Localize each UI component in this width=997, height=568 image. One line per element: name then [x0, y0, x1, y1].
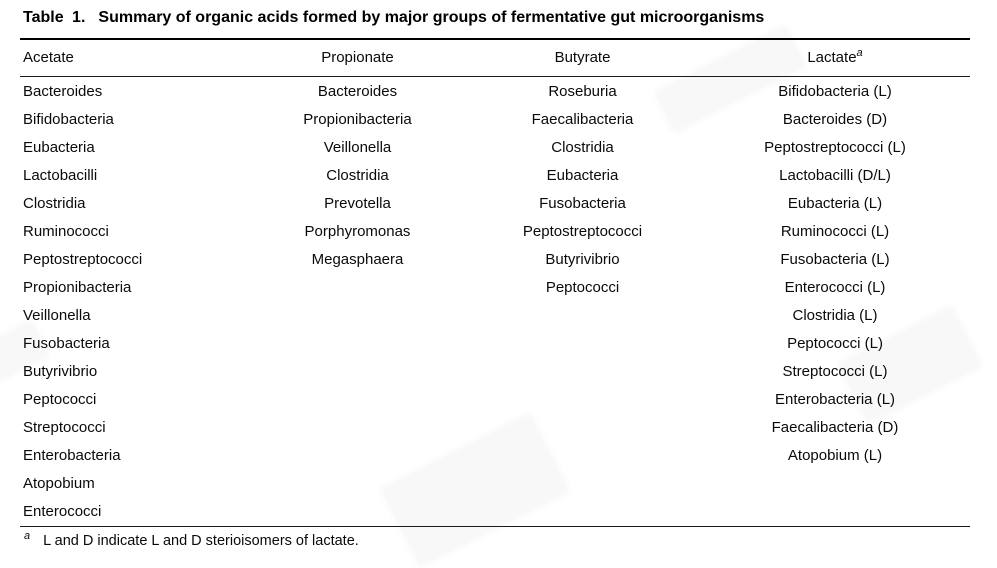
table-row: Veillonella Clostridia (L) [20, 301, 970, 329]
cell-propionate-3: Clostridia [326, 166, 389, 184]
column-header-butyrate: Butyrate [465, 49, 700, 66]
cell-propionate-6: Megasphaera [311, 250, 404, 268]
cell-acetate-7: Propionibacteria [23, 278, 132, 296]
cell-propionate-5: Porphyromonas [304, 222, 411, 240]
cell-acetate-1: Bifidobacteria [23, 110, 114, 128]
table-row: Lactobacilli Clostridia Eubacteria Lactobac… [20, 161, 970, 189]
cell-lactate-9: Peptococci (L) [787, 334, 883, 352]
cell-acetate-3: Lactobacilli [23, 166, 98, 184]
cell-acetate-6: Peptostreptococci [23, 250, 143, 268]
column-header-propionate-label: Propionate [321, 49, 394, 66]
column-header-acetate: Acetate [20, 49, 250, 66]
header-rule [20, 76, 970, 78]
cell-lactate-7: Enterococci (L) [784, 278, 886, 296]
cell-lactate-6: Fusobacteria (L) [780, 250, 890, 268]
cell-lactate-12: Faecalibacteria (D) [771, 418, 899, 436]
cell-butyrate-3: Eubacteria [546, 166, 619, 184]
cell-acetate-15: Enterococci [23, 502, 102, 520]
cell-acetate-13: Enterobacteria [23, 446, 121, 464]
cell-acetate-12: Streptococci [23, 418, 106, 436]
table-row: Bifidobacteria Propionibacteria Faecalibac… [20, 105, 970, 133]
table-row: Fusobacteria Peptococci (L) [20, 329, 970, 357]
cell-lactate-13: Atopobium (L) [787, 446, 883, 464]
table-row: Peptostreptococci Megasphaera Butyrivibrio… [20, 245, 970, 273]
top-rule [20, 38, 970, 41]
table-row: Clostridia Prevotella Fusobacteria Eubacter… [20, 189, 970, 217]
cell-acetate-8: Veillonella [23, 306, 91, 324]
table-row: Ruminococci Porphyromonas Peptostreptococc… [20, 217, 970, 245]
cell-acetate-14: Atopobium [23, 474, 95, 492]
cell-acetate-0: Bacteroides [23, 82, 103, 100]
cell-lactate-10: Streptococci (L) [782, 362, 888, 380]
table-row: Bacteroides Bacteroides Roseburia Bifidobac… [20, 77, 970, 105]
table-body: Bacteroides Bacteroides Roseburia Bifidobac… [20, 77, 970, 525]
cell-lactate-2: Peptostreptococci (L) [764, 138, 906, 156]
cell-lactate-3: Lactobacilli (D/L) [779, 166, 891, 184]
cell-acetate-2: Eubacteria [23, 138, 95, 156]
table-row: Butyrivibrio Streptococci (L) [20, 357, 970, 385]
column-header-propionate: Propionate [250, 49, 465, 66]
table-row: Eubacteria Veillonella Clostridia Peptostre… [20, 133, 970, 161]
bottom-rule [20, 526, 970, 528]
cell-butyrate-4: Fusobacteria [539, 194, 626, 212]
cell-propionate-0: Bacteroides [317, 82, 398, 100]
table-caption: Summary of organic acids formed by major… [98, 9, 765, 26]
cell-lactate-5: Ruminococci (L) [780, 222, 890, 240]
footnote-marker: a [24, 530, 31, 543]
cell-propionate-4: Prevotella [324, 194, 391, 212]
table-title: Table 1. Summary of organic acids formed … [23, 9, 764, 27]
table-row: Peptococci Enterobacteria (L) [20, 385, 970, 413]
column-header-butyrate-label: Butyrate [554, 49, 611, 66]
cell-acetate-5: Ruminococci [23, 222, 109, 240]
cell-butyrate-2: Clostridia [551, 138, 614, 156]
cell-acetate-10: Butyrivibrio [23, 362, 98, 380]
cell-butyrate-5: Peptostreptococci [522, 222, 643, 240]
cell-acetate-9: Fusobacteria [23, 334, 110, 352]
table-row: Enterococci [20, 497, 970, 525]
cell-lactate-4: Eubacteria (L) [787, 194, 883, 212]
cell-butyrate-6: Butyrivibrio [545, 250, 620, 268]
table-number: Table 1. [23, 9, 86, 26]
cell-acetate-11: Peptococci [23, 390, 97, 408]
cell-butyrate-7: Peptococci [545, 278, 620, 296]
table-row: Atopobium [20, 469, 970, 497]
cell-propionate-2: Veillonella [323, 138, 392, 156]
cell-lactate-1: Bacteroides (D) [782, 110, 888, 128]
table-row: Streptococci Faecalibacteria (D) [20, 413, 970, 441]
column-header-lactate-label: Lactate [807, 49, 857, 66]
column-header-acetate-label: Acetate [23, 49, 74, 66]
cell-lactate-11: Enterobacteria (L) [774, 390, 896, 408]
table-header-row: Acetate Propionate Butyrate Lactatea [20, 39, 970, 76]
table-row: Enterobacteria Atopobium (L) [20, 441, 970, 469]
table-row: Propionibacteria Peptococci Enterococci (L… [20, 273, 970, 301]
lactate-footnote-marker: a [856, 47, 863, 59]
cell-butyrate-1: Faecalibacteria [531, 110, 634, 128]
table-footnote: a L and D indicate L and D sterioisomers … [24, 530, 359, 549]
cell-lactate-0: Bifidobacteria (L) [778, 82, 892, 100]
cell-acetate-4: Clostridia [23, 194, 86, 212]
cell-lactate-8: Clostridia (L) [792, 306, 878, 324]
column-header-lactate: Lactatea [700, 47, 970, 67]
cell-butyrate-0: Roseburia [548, 82, 617, 100]
footnote-text: L and D indicate L and D sterioisomers o… [43, 533, 359, 549]
cell-propionate-1: Propionibacteria [303, 110, 412, 128]
